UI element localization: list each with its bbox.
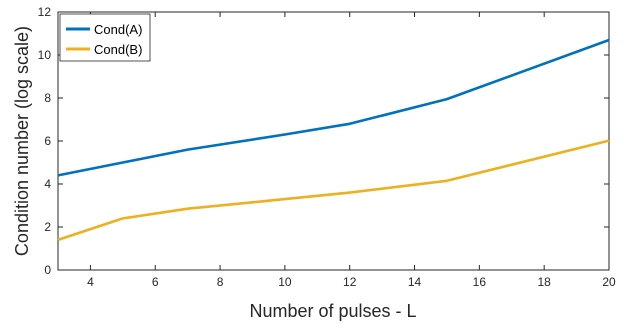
y-tick-label: 6	[44, 134, 51, 148]
x-axis-title: Number of pulses - L	[249, 301, 416, 321]
y-tick-label: 0	[44, 263, 51, 277]
series-line-cond-b	[57, 139, 610, 242]
series-layer	[57, 38, 610, 242]
legend-label-cond-a: Cond(A)	[94, 22, 142, 37]
y-axis-title: Condition number (log scale)	[12, 26, 32, 256]
x-tick-label: 14	[408, 275, 422, 289]
x-axis-ticks: 4 6 8 10 12 14 16 18 20	[87, 12, 616, 289]
y-tick-label: 8	[44, 91, 51, 105]
y-tick-label: 10	[38, 48, 52, 62]
y-axis-ticks: 0 2 4 6 8 10 12	[38, 5, 609, 277]
legend: Cond(A) Cond(B)	[59, 13, 151, 62]
legend-label-cond-b: Cond(B)	[94, 42, 142, 57]
x-tick-label: 12	[343, 275, 357, 289]
y-tick-label: 4	[44, 177, 51, 191]
x-tick-label: 4	[87, 275, 94, 289]
y-tick-label: 2	[44, 220, 51, 234]
x-tick-label: 20	[602, 275, 616, 289]
x-tick-label: 6	[152, 275, 159, 289]
y-tick-label: 12	[38, 5, 52, 19]
x-tick-label: 16	[473, 275, 487, 289]
x-tick-label: 10	[278, 275, 292, 289]
x-tick-label: 8	[217, 275, 224, 289]
series-line-cond-a	[57, 38, 610, 177]
legend-box	[59, 13, 151, 62]
x-tick-label: 18	[537, 275, 551, 289]
